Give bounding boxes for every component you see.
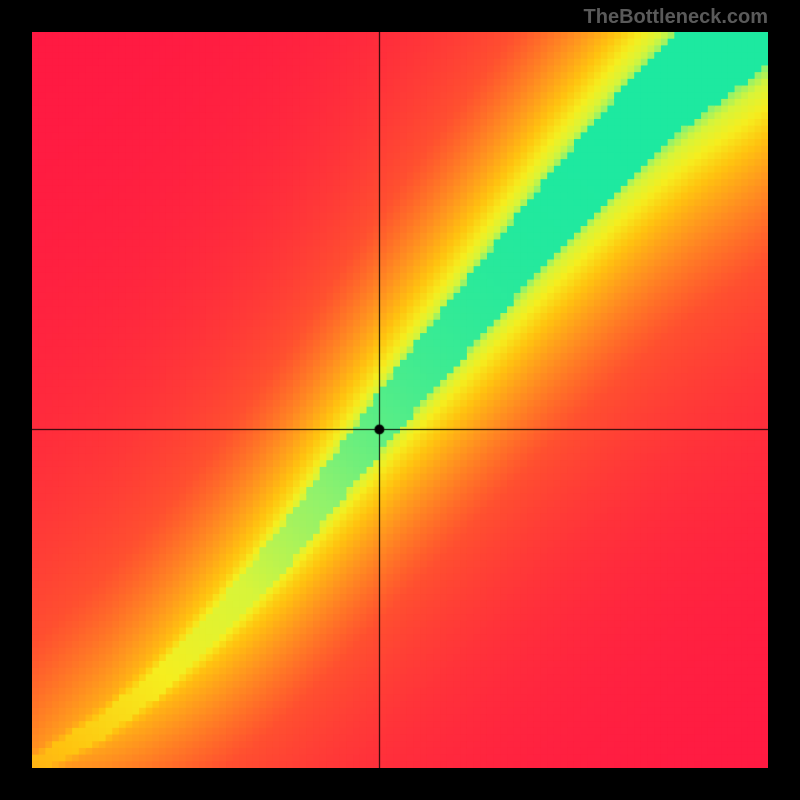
chart-container: TheBottleneck.com	[0, 0, 800, 800]
watermark-text: TheBottleneck.com	[584, 6, 768, 29]
bottleneck-heatmap	[32, 32, 768, 768]
